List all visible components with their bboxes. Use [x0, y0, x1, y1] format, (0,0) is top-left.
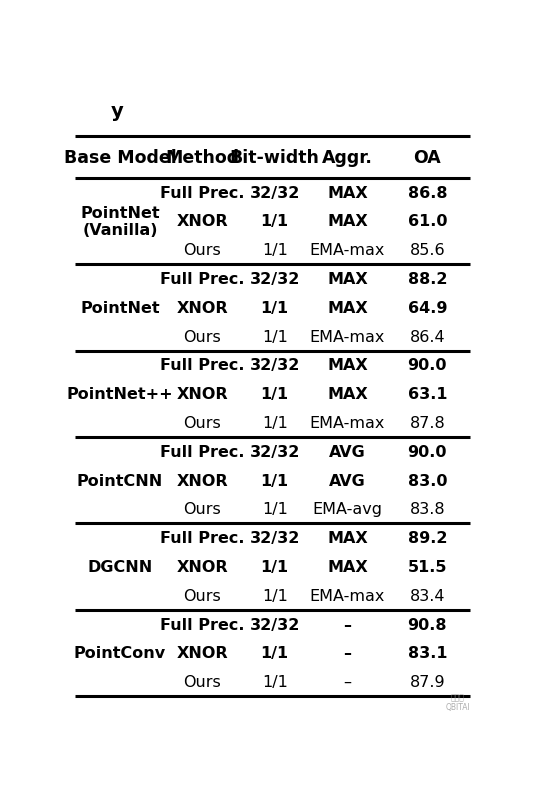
- Text: 32/32: 32/32: [250, 358, 300, 373]
- Text: 83.1: 83.1: [407, 646, 447, 661]
- Text: Aggr.: Aggr.: [322, 149, 373, 166]
- Text: Full Prec.: Full Prec.: [160, 271, 244, 287]
- Text: 1/1: 1/1: [260, 387, 289, 402]
- Text: MAX: MAX: [327, 531, 368, 545]
- Text: Ours: Ours: [183, 675, 221, 689]
- Text: 32/32: 32/32: [250, 185, 300, 201]
- Text: 86.8: 86.8: [407, 185, 447, 201]
- Text: 32/32: 32/32: [250, 444, 300, 459]
- Text: 1/1: 1/1: [262, 588, 288, 603]
- Text: 83.0: 83.0: [407, 473, 447, 488]
- Text: EMA-max: EMA-max: [310, 329, 385, 344]
- Text: –: –: [344, 646, 352, 661]
- Text: 85.6: 85.6: [410, 243, 445, 258]
- Text: 1/1: 1/1: [260, 473, 289, 488]
- Text: Ours: Ours: [183, 415, 221, 430]
- Text: 1/1: 1/1: [262, 502, 288, 516]
- Text: 64.9: 64.9: [407, 300, 447, 316]
- Text: AVG: AVG: [329, 444, 366, 459]
- Text: 51.5: 51.5: [407, 559, 447, 574]
- Text: EMA-max: EMA-max: [310, 588, 385, 603]
- Text: XNOR: XNOR: [176, 559, 228, 574]
- Text: XNOR: XNOR: [176, 387, 228, 402]
- Text: 61.0: 61.0: [407, 214, 447, 229]
- Text: Full Prec.: Full Prec.: [160, 444, 244, 459]
- Text: MAX: MAX: [327, 387, 368, 402]
- Text: 83.4: 83.4: [410, 588, 445, 603]
- Text: EMA-avg: EMA-avg: [312, 502, 382, 516]
- Text: 1/1: 1/1: [262, 329, 288, 344]
- Text: 90.0: 90.0: [407, 444, 447, 459]
- Text: OA: OA: [413, 149, 441, 166]
- Text: 87.8: 87.8: [410, 415, 445, 430]
- Text: 90.0: 90.0: [407, 358, 447, 373]
- Text: 32/32: 32/32: [250, 531, 300, 545]
- Text: AVG: AVG: [329, 473, 366, 488]
- Text: 63.1: 63.1: [407, 387, 447, 402]
- Text: MAX: MAX: [327, 271, 368, 287]
- Text: 83.8: 83.8: [410, 502, 445, 516]
- Text: Ours: Ours: [183, 588, 221, 603]
- Text: 89.2: 89.2: [407, 531, 447, 545]
- Text: Base Model: Base Model: [64, 149, 176, 166]
- Text: 88.2: 88.2: [407, 271, 447, 287]
- Text: MAX: MAX: [327, 214, 368, 229]
- Text: Full Prec.: Full Prec.: [160, 358, 244, 373]
- Text: y: y: [110, 102, 123, 121]
- Text: 87.9: 87.9: [410, 675, 445, 689]
- Text: 1/1: 1/1: [260, 214, 289, 229]
- Text: MAX: MAX: [327, 358, 368, 373]
- Text: MAX: MAX: [327, 185, 368, 201]
- Text: MAX: MAX: [327, 300, 368, 316]
- Text: 1/1: 1/1: [260, 300, 289, 316]
- Text: Full Prec.: Full Prec.: [160, 531, 244, 545]
- Text: Full Prec.: Full Prec.: [160, 617, 244, 632]
- Text: PointConv: PointConv: [74, 646, 166, 661]
- Text: XNOR: XNOR: [176, 473, 228, 488]
- Text: 86.4: 86.4: [410, 329, 445, 344]
- Text: Bit-width: Bit-width: [230, 149, 319, 166]
- Text: 1/1: 1/1: [262, 415, 288, 430]
- Text: PointNet: PointNet: [80, 300, 160, 316]
- Text: XNOR: XNOR: [176, 646, 228, 661]
- Text: Ours: Ours: [183, 329, 221, 344]
- Text: XNOR: XNOR: [176, 214, 228, 229]
- Text: DGCNN: DGCNN: [87, 559, 153, 574]
- Text: 32/32: 32/32: [250, 617, 300, 632]
- Text: 1/1: 1/1: [262, 675, 288, 689]
- Text: 1/1: 1/1: [262, 243, 288, 258]
- Text: PointNet
(Vanilla): PointNet (Vanilla): [80, 206, 160, 238]
- Text: 90.8: 90.8: [407, 617, 447, 632]
- Text: 1/1: 1/1: [260, 646, 289, 661]
- Text: MAX: MAX: [327, 559, 368, 574]
- Text: –: –: [344, 617, 352, 632]
- Text: Method: Method: [165, 149, 239, 166]
- Text: PointCNN: PointCNN: [77, 473, 163, 488]
- Text: 32/32: 32/32: [250, 271, 300, 287]
- Text: Ours: Ours: [183, 502, 221, 516]
- Text: –: –: [344, 675, 352, 689]
- Text: Ours: Ours: [183, 243, 221, 258]
- Text: PointNet++: PointNet++: [66, 387, 173, 402]
- Text: 量子位
QBITAI: 量子位 QBITAI: [445, 692, 470, 711]
- Text: XNOR: XNOR: [176, 300, 228, 316]
- Text: EMA-max: EMA-max: [310, 243, 385, 258]
- Text: EMA-max: EMA-max: [310, 415, 385, 430]
- Text: 1/1: 1/1: [260, 559, 289, 574]
- Text: Full Prec.: Full Prec.: [160, 185, 244, 201]
